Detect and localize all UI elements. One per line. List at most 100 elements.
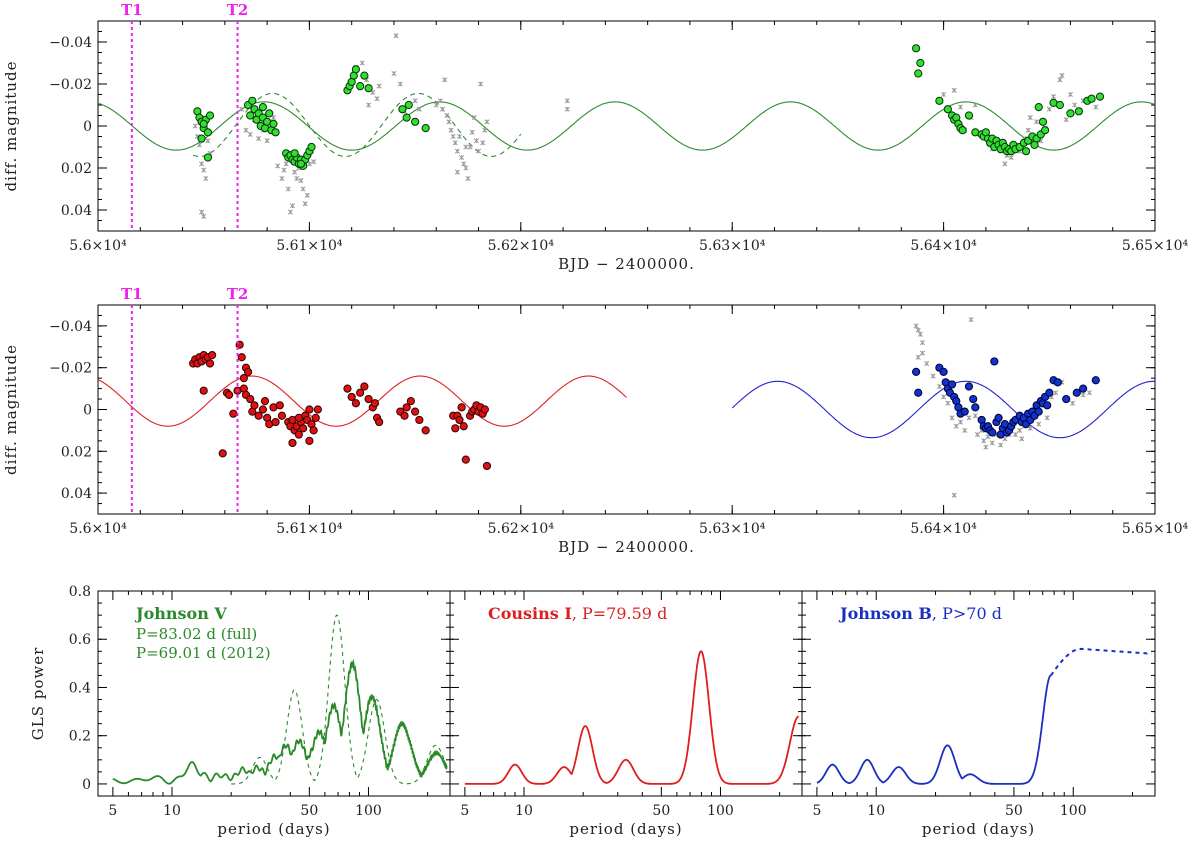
top-residual-point (1063, 117, 1069, 123)
top-data-point (269, 119, 278, 129)
top-data-point (404, 100, 413, 110)
top-residual-point (442, 77, 448, 83)
top-xtick-label: 5.6×10⁴ (69, 238, 127, 254)
mid-frame (97, 304, 1156, 515)
mid-xtick-label: 5.6×10⁴ (69, 521, 127, 537)
mid-data-point (461, 455, 470, 464)
mid-data-point (313, 405, 322, 414)
pgi-gls-curve (464, 650, 799, 785)
top-residual-point (376, 83, 382, 89)
top-data-point (402, 113, 411, 122)
mid-data-point (971, 403, 980, 412)
top-data-point (1066, 109, 1075, 118)
top-residual-point (1025, 127, 1031, 133)
mid-marker-label-t1: T1 (121, 285, 143, 303)
top-data-point (271, 128, 280, 137)
top-residual-point (1059, 73, 1065, 79)
mid-data-point (347, 392, 356, 402)
pgv-xtick-label: 50 (300, 803, 318, 819)
mid-data-point (912, 367, 921, 376)
top-residual-point (243, 127, 249, 133)
pgi-xtick-label: 5 (460, 803, 469, 819)
mid-data-point (455, 415, 464, 425)
mid-residual-point (1036, 421, 1042, 427)
top-residual-point (446, 119, 452, 125)
top-marker-label-t2: T2 (227, 1, 249, 19)
mid-data-point (294, 413, 303, 422)
mid-data-point (1062, 394, 1071, 404)
mid-ytick-label: −0.02 (49, 361, 92, 377)
top-residual-point (300, 186, 306, 192)
mid-ylabel: diff. magnitude (2, 344, 20, 475)
mid-xtick-label: 5.65×10⁴ (1122, 521, 1189, 537)
mid-data-point (939, 367, 948, 376)
top-residual-point (283, 161, 289, 167)
mid-ytick-label: 0.02 (61, 444, 92, 460)
mid-data-point (415, 415, 424, 425)
pgv-plot-area (112, 614, 448, 785)
mid-xtick-label: 5.63×10⁴ (699, 521, 766, 537)
top-residual-point (482, 127, 488, 133)
mid-residual-point (917, 331, 923, 337)
mid-data-point (360, 382, 369, 391)
top-xtick-label: 5.64×10⁴ (910, 238, 977, 254)
mid-data-point (294, 430, 303, 439)
top-residual-point (192, 123, 198, 129)
top-data-point (421, 124, 430, 133)
mid-residual-point (962, 427, 968, 433)
pgv-ytick-label: 0.8 (69, 584, 91, 600)
mid-data-point (375, 417, 384, 427)
mid-data-point (459, 422, 468, 431)
pgi-legend-title: Cousins I (488, 604, 572, 623)
pgb-xtick-label: 10 (867, 803, 885, 819)
top-data-point (203, 128, 213, 137)
mid-residual-point (1019, 436, 1025, 442)
top-residual-point (1046, 106, 1052, 112)
top-xtick-label: 5.62×10⁴ (488, 238, 555, 254)
mid-sine-fit-johnson-B (731, 380, 1155, 439)
mid-data-point (305, 436, 314, 445)
mid-data-point (482, 461, 492, 471)
mid-residual-point (953, 423, 959, 429)
top-xtick-label: 5.63×10⁴ (699, 238, 766, 254)
top-residual-point (1008, 154, 1014, 161)
mid-data-point (351, 399, 361, 408)
mid-residual-point (1012, 432, 1019, 438)
mid-residual-point (945, 400, 951, 406)
mid-residual-point (1069, 400, 1076, 406)
mid-data-point (229, 409, 238, 418)
top-data-point (964, 111, 974, 120)
mid-data-point (1045, 388, 1054, 397)
pgv-gls-curve (112, 658, 448, 785)
top-data-point (356, 82, 365, 91)
mid-residual-point (1086, 390, 1093, 396)
top-residual-point (471, 115, 477, 121)
mid-residual-point (957, 419, 964, 425)
mid-data-point (243, 367, 253, 376)
mid-data-point (411, 407, 420, 416)
mid-data-point (1091, 376, 1100, 385)
pgb-plot-area (816, 647, 1152, 785)
mid-residual-point (1053, 390, 1059, 396)
top-residual-point (294, 175, 300, 182)
mid-residual-point (983, 444, 989, 450)
top-data-point (958, 126, 967, 135)
mid-data-point (260, 397, 270, 406)
pgv-legend-line: P=83.02 d (full) (136, 625, 257, 643)
pgv-xtick-label: 10 (163, 803, 181, 819)
top-data-point (411, 117, 420, 126)
top-sine-fit-full (98, 101, 1155, 151)
top-data-point (246, 111, 255, 120)
top-data-point (199, 119, 208, 129)
pgi-xlabel: period (days) (569, 820, 682, 838)
top-ytick-label: −0.04 (49, 35, 92, 51)
mid-data-point (258, 405, 267, 414)
top-residual-point (1034, 119, 1040, 125)
top-xlabel: BJD − 2400000. (558, 255, 695, 273)
top-data-point (916, 58, 925, 68)
top-data-point (248, 96, 257, 105)
pgv-ylabel: GLS power (29, 647, 47, 741)
top-residual-point (279, 175, 285, 182)
top-xtick-label: 5.65×10⁴ (1122, 238, 1189, 254)
